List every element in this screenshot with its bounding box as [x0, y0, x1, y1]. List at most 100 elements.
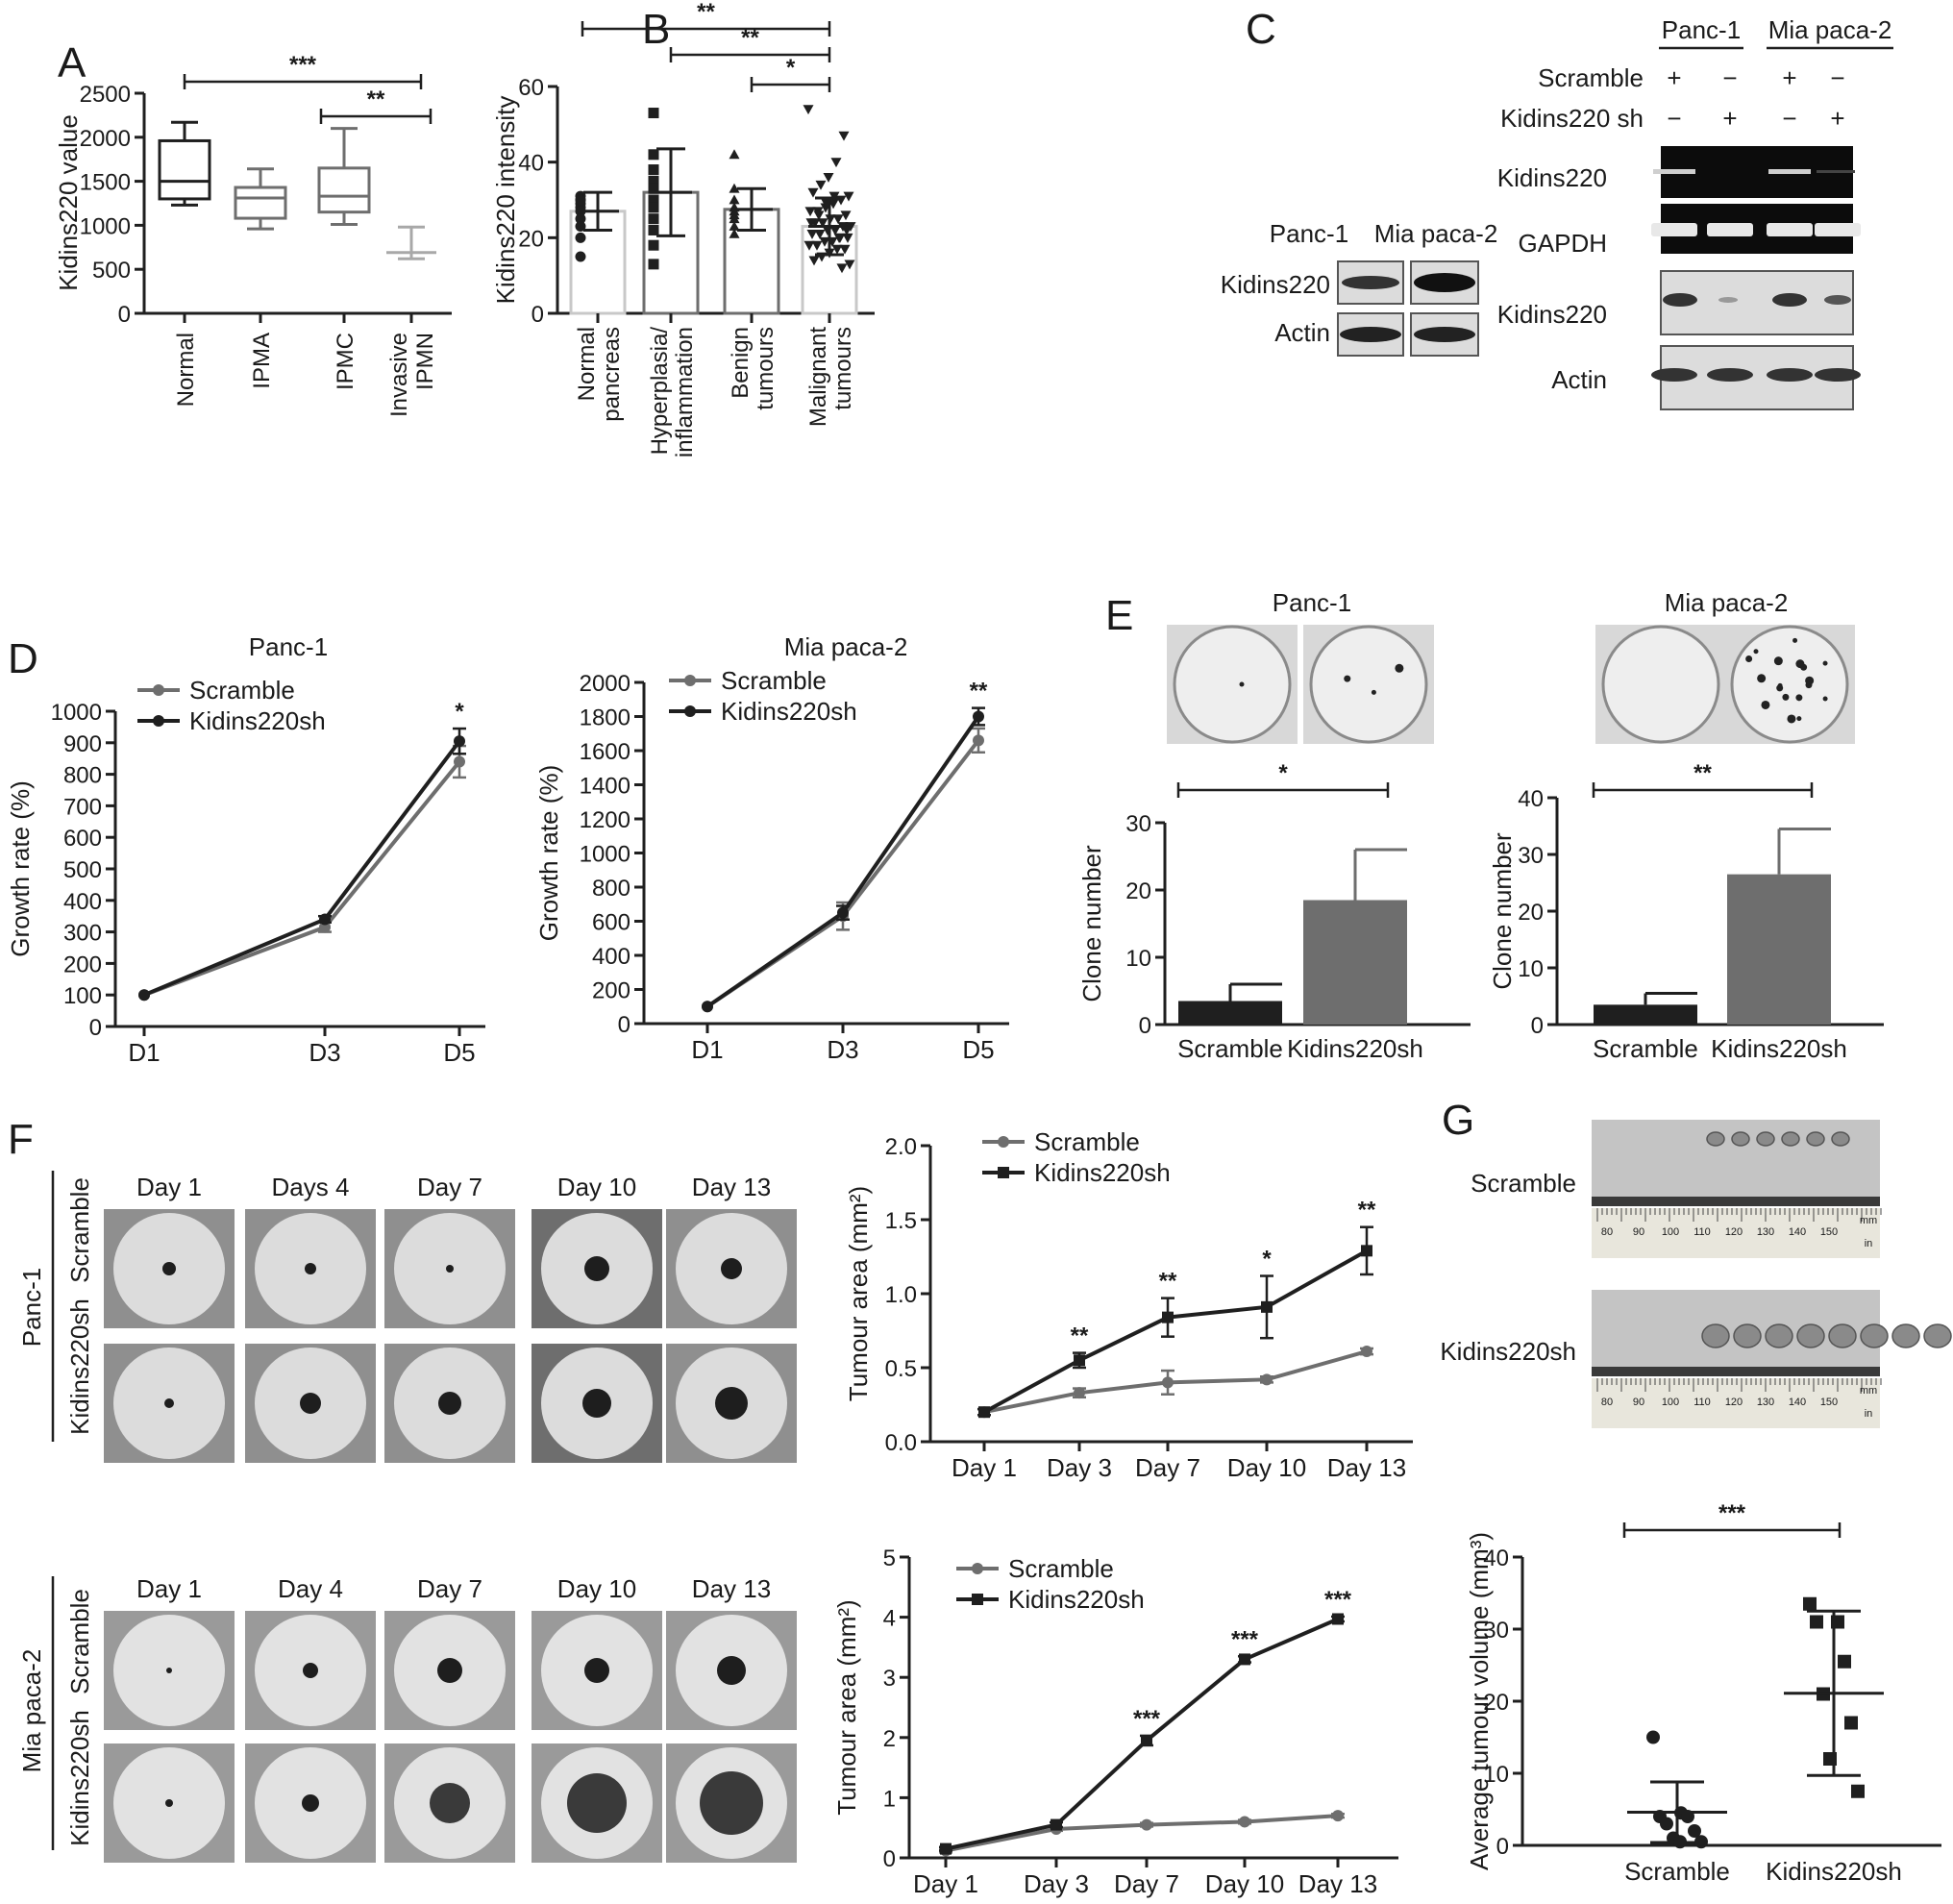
- panel-f-spheroid: [305, 1263, 316, 1274]
- chart-b-data-point: [829, 226, 841, 235]
- chart-d-miapaca2-growth: 0 200 400 600 800 1000 1200 1400 1600 1800 2000 Gro…: [534, 632, 1009, 1064]
- chart-f1-y-tick-label: 0.0: [885, 1430, 917, 1456]
- chart-b-data-point: [575, 213, 586, 225]
- chart-b-data-point: [828, 199, 839, 210]
- panel-g-ruler-label: 140: [1789, 1397, 1806, 1408]
- panel-g-ruler-label: 140: [1789, 1226, 1806, 1238]
- chart-d2-y-tick-label: 1200: [580, 807, 630, 833]
- chart-f1-legend-marker: [998, 1136, 1009, 1148]
- chart-d1-data-point: [138, 989, 150, 1001]
- panel-e-colony: [1822, 660, 1828, 666]
- chart-b-data-point: [839, 244, 851, 255]
- chart-d2-data-point: [837, 906, 849, 919]
- chart-b-data-point: [648, 164, 659, 176]
- panel-g-ruler-unit: mm: [1860, 1385, 1877, 1397]
- chart-d2-legend-marker: [684, 675, 696, 686]
- panel-g-ruler-label: 120: [1725, 1397, 1743, 1408]
- panel-g-tumour-photos: Scramble Kidins220sh 80 90 100 110 120 130 140 15…: [1440, 1120, 1952, 1428]
- panel-label-c: C: [1246, 6, 1276, 53]
- panel-f-spheroid: [567, 1773, 627, 1833]
- panel-e-colony: [1792, 637, 1798, 643]
- chart-b-data-point: [648, 108, 659, 119]
- panel-e-colony: [1805, 676, 1815, 685]
- chart-d2-y-label: Growth rate (%): [534, 765, 563, 942]
- panel-f-day-label: Day 13: [692, 1173, 771, 1201]
- panel-c-gel-band: [1767, 223, 1813, 236]
- chart-b-data-point: [729, 228, 740, 238]
- panel-f-spheroid: [164, 1398, 174, 1408]
- panel-c-right-lane-label: Mia paca-2: [1768, 15, 1892, 44]
- panel-g-ruler: [1592, 1378, 1880, 1428]
- panel-e-colony-images: Panc-1 Mia paca-2: [1167, 588, 1855, 744]
- chart-b-data-point: [729, 213, 740, 224]
- panel-c-left-band: [1414, 327, 1475, 342]
- chart-b-x-tick-label: Normal: [574, 327, 600, 401]
- chart-d2-x-tick-label: D3: [827, 1035, 858, 1064]
- panel-g-ruler-label: 130: [1757, 1397, 1774, 1408]
- chart-g-y-tick-label: 0: [1496, 1834, 1509, 1860]
- chart-f2-legend-marker: [972, 1594, 983, 1605]
- panel-e-title: Panc-1: [1273, 588, 1351, 617]
- chart-a-y-label: Kidins220 value: [54, 114, 83, 291]
- panel-c-left-row-label: Actin: [1274, 318, 1330, 347]
- panel-f-row-label: Scramble: [65, 1177, 94, 1283]
- chart-f1-y-tick-label: 2.0: [885, 1134, 917, 1160]
- panel-c-sign: +: [1722, 104, 1737, 133]
- chart-f1-y-tick-label: 1.5: [885, 1208, 917, 1234]
- chart-d2-legend-label: Kidins220sh: [721, 697, 857, 726]
- chart-f2-y-tick-label: 4: [883, 1606, 896, 1632]
- chart-b-data-point: [814, 230, 826, 239]
- panel-e-colony: [1822, 696, 1828, 702]
- panel-e-colony: [1239, 681, 1245, 687]
- chart-a-y-tick-label: 0: [118, 302, 131, 328]
- chart-b-data-point: [648, 194, 659, 206]
- chart-b-data-point: [832, 214, 844, 225]
- panel-e-colony: [1776, 684, 1784, 692]
- chart-d1-x-tick-label: D1: [128, 1038, 160, 1067]
- panel-e-colony: [1795, 694, 1803, 702]
- chart-g-x-tick-label: Kidins220sh: [1766, 1857, 1902, 1886]
- chart-a-box: [158, 138, 211, 201]
- chart-b-y-label: Kidins220 intensity: [491, 96, 520, 305]
- chart-d2-x-tick-label: D5: [962, 1035, 994, 1064]
- chart-b-data-point: [803, 105, 814, 115]
- chart-d2-series-line: [705, 739, 980, 1008]
- panel-label-f: F: [8, 1116, 34, 1163]
- panel-g-ruler-label: 100: [1662, 1397, 1679, 1408]
- panel-c-blot-band: [1663, 293, 1697, 307]
- chart-e2-y-tick-label: 0: [1531, 1013, 1544, 1039]
- panel-c-gel-band: [1651, 223, 1697, 236]
- chart-d1-y-tick-label: 100: [63, 983, 102, 1009]
- chart-e2-y-tick-label: 10: [1518, 956, 1544, 982]
- chart-g-data-point: [1810, 1615, 1823, 1629]
- panel-c-sign: +: [1667, 63, 1681, 92]
- panel-g-tumour: [1891, 1323, 1920, 1348]
- chart-b-data-point: [835, 195, 847, 206]
- panel-c-blot-band: [1767, 368, 1813, 382]
- chart-b-data-point: [803, 240, 815, 251]
- chart-f2-annotation: ***: [1133, 1706, 1161, 1732]
- panel-c-left-row-label: Kidins220: [1221, 270, 1330, 299]
- chart-d1-y-tick-label: 300: [63, 921, 102, 947]
- chart-b-significance-label: **: [697, 0, 715, 25]
- panel-f-day-label: Day 7: [417, 1173, 482, 1201]
- chart-b-y-tick-label: 0: [532, 302, 544, 328]
- chart-a-y-tick-label: 1000: [80, 213, 131, 239]
- chart-a-box: [317, 166, 371, 214]
- chart-d2-data-point: [702, 1001, 713, 1013]
- chart-d2-y-tick-label: 200: [592, 978, 630, 1004]
- chart-f2-y-label: Tumour area (mm²): [832, 1599, 861, 1815]
- panel-f-spheroid: [438, 1392, 461, 1415]
- chart-b-data-point: [821, 199, 832, 210]
- panel-c-gel-band: [1815, 223, 1861, 236]
- chart-a-y-tick-label: 2000: [80, 126, 131, 152]
- chart-d1-y-tick-label: 0: [89, 1015, 102, 1041]
- chart-d2-series-line: [705, 715, 980, 1008]
- panel-c-sign: +: [1782, 63, 1796, 92]
- panel-g-tumour: [1765, 1323, 1793, 1348]
- panel-e-title: Mia paca-2: [1665, 588, 1789, 617]
- panel-g-tumour: [1831, 1131, 1850, 1147]
- chart-b-x-tick-label: tumours: [753, 327, 779, 410]
- chart-f1-x-tick-label: Day 13: [1327, 1453, 1406, 1482]
- chart-f2-legend-marker: [972, 1563, 983, 1574]
